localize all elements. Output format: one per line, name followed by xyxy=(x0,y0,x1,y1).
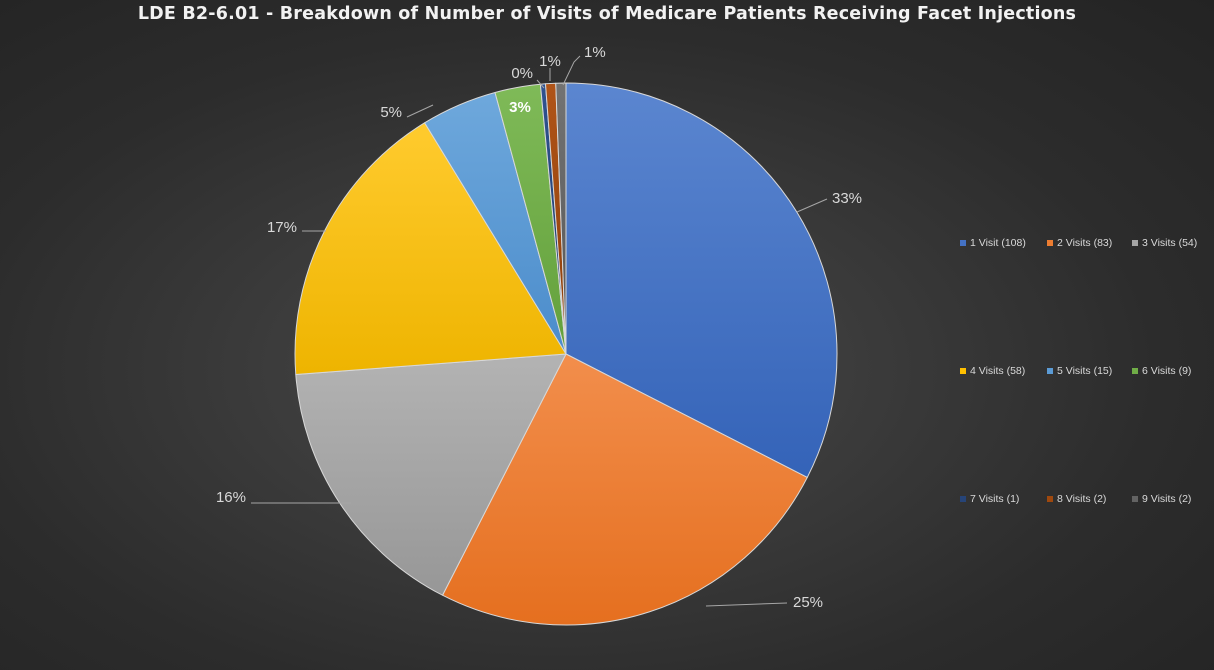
legend-item-8-visits: 8 Visits (2) xyxy=(1047,493,1106,505)
legend-swatch xyxy=(1132,368,1138,374)
data-label-7-visits: 0% xyxy=(511,65,533,82)
data-label-8-visits: 1% xyxy=(539,53,561,70)
legend-swatch xyxy=(1132,496,1138,502)
legend-item-4-visits: 4 Visits (58) xyxy=(960,365,1025,377)
legend-label: 2 Visits (83) xyxy=(1057,237,1112,249)
legend-label: 6 Visits (9) xyxy=(1142,365,1191,377)
legend-swatch xyxy=(1047,496,1053,502)
data-label-1-visit: 33% xyxy=(832,190,862,207)
legend-label: 1 Visit (108) xyxy=(970,237,1026,249)
legend-label: 7 Visits (1) xyxy=(970,493,1019,505)
legend-label: 5 Visits (15) xyxy=(1057,365,1112,377)
chart-title: LDE B2-6.01 - Breakdown of Number of Vis… xyxy=(137,4,1077,24)
data-label-3-visits: 16% xyxy=(216,489,246,506)
legend-swatch xyxy=(960,240,966,246)
legend-swatch xyxy=(1132,240,1138,246)
legend: 1 Visit (108) 2 Visits (83) 3 Visits (54) 4… xyxy=(960,237,1197,505)
leader-line-2-visits xyxy=(705,602,788,607)
legend-item-7-visits: 7 Visits (1) xyxy=(960,493,1019,505)
legend-label: 3 Visits (54) xyxy=(1142,237,1197,249)
legend-item-1-visit: 1 Visit (108) xyxy=(960,237,1026,249)
legend-item-2-visits: 2 Visits (83) xyxy=(1047,237,1112,249)
legend-swatch xyxy=(1047,240,1053,246)
data-label-4-visits: 17% xyxy=(267,219,297,236)
legend-item-6-visits: 6 Visits (9) xyxy=(1132,365,1191,377)
data-label-6-visits: 3% xyxy=(509,99,531,116)
leader-line-5-visits xyxy=(406,104,434,118)
leader-line-9-visits xyxy=(562,55,581,86)
legend-swatch xyxy=(1047,368,1053,374)
pie-slice-1-visit xyxy=(565,82,838,478)
pie-slice-2-visits xyxy=(442,353,808,626)
legend-label: 8 Visits (2) xyxy=(1057,493,1106,505)
legend-label: 9 Visits (2) xyxy=(1142,493,1191,505)
legend-swatch xyxy=(960,368,966,374)
data-label-9-visits: 1% xyxy=(584,44,606,61)
legend-item-5-visits: 5 Visits (15) xyxy=(1047,365,1112,377)
legend-item-3-visits: 3 Visits (54) xyxy=(1132,237,1197,249)
pie-slice-9-visits xyxy=(555,82,567,355)
pie-slice-3-visits xyxy=(295,353,567,596)
data-label-5-visits: 5% xyxy=(380,104,402,121)
legend-label: 4 Visits (58) xyxy=(970,365,1025,377)
data-label-2-visits: 25% xyxy=(793,594,823,611)
leader-line-1-visit xyxy=(796,198,828,213)
legend-swatch xyxy=(960,496,966,502)
legend-item-9-visits: 9 Visits (2) xyxy=(1132,493,1191,505)
leader-line-7-visits xyxy=(536,79,545,89)
